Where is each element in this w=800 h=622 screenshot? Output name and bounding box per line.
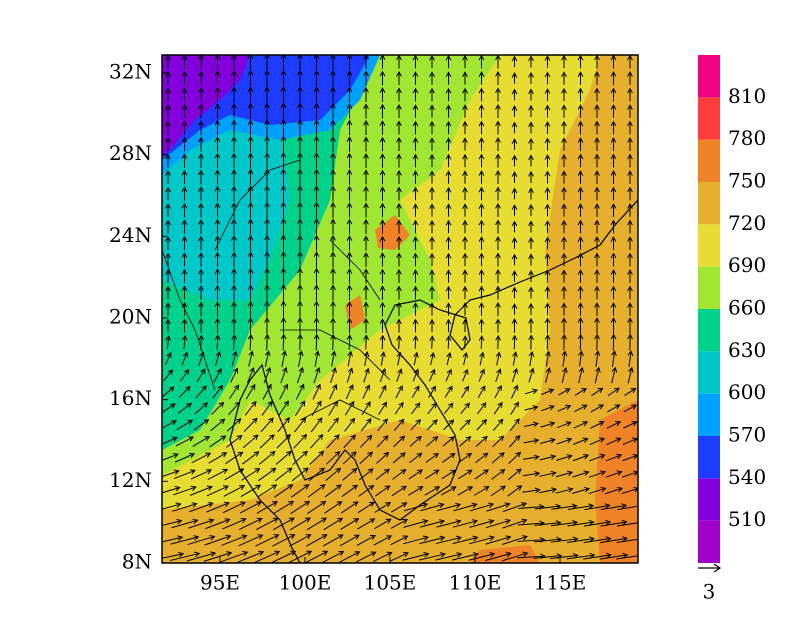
- wind-vector: [481, 336, 482, 349]
- y-tick-label: 20N: [109, 304, 152, 328]
- colorbar-bin: [698, 394, 720, 436]
- wind-vector: [333, 335, 334, 350]
- colorbar: 510 540 570 600 630 660 690 720 750 780 810: [698, 55, 766, 563]
- y-tick-label: 28N: [109, 141, 152, 165]
- colorbar-bin: [698, 97, 720, 139]
- wind-vector: [300, 335, 301, 351]
- colorbar-bin: [698, 436, 720, 478]
- reference-label: 3: [703, 580, 716, 604]
- colorbar-label: 690: [728, 253, 766, 277]
- colorbar-bin: [698, 140, 720, 182]
- colorbar-label: 810: [728, 84, 766, 108]
- wind-vector: [366, 335, 367, 349]
- colorbar-label: 720: [728, 211, 766, 235]
- colorbar-label: 780: [728, 126, 766, 150]
- wind-vector: [415, 336, 416, 349]
- colorbar-bin: [698, 309, 720, 351]
- y-tick-label: 12N: [109, 468, 152, 492]
- colorbar-bin: [698, 351, 720, 393]
- wind-vector: [382, 336, 383, 349]
- x-tick-label: 115E: [534, 571, 587, 595]
- y-tick-label: 16N: [109, 386, 152, 410]
- wind-vector: [250, 335, 251, 350]
- y-tick-label: 8N: [122, 550, 152, 574]
- x-tick-label: 110E: [449, 571, 502, 595]
- wind-vector: [267, 335, 268, 351]
- x-tick-label: 105E: [364, 571, 417, 595]
- y-tick-label: 24N: [109, 223, 152, 247]
- colorbar-label: 660: [728, 296, 766, 320]
- colorbar-bin: [698, 182, 720, 224]
- x-tick-label: 100E: [279, 571, 332, 595]
- wind-vector: [465, 336, 466, 348]
- colorbar-label: 570: [728, 423, 766, 447]
- x-tick-label: 95E: [200, 571, 240, 595]
- wind-vector: [349, 335, 350, 350]
- wind-vector-head: [639, 553, 644, 558]
- colorbar-bin: [698, 521, 720, 563]
- y-tick-label: 32N: [109, 59, 152, 83]
- wind-vector-head: [638, 520, 643, 525]
- wind-vector: [448, 336, 449, 348]
- colorbar-label: 630: [728, 338, 766, 362]
- field: [162, 55, 638, 563]
- colorbar-bin: [698, 224, 720, 266]
- colorbar-bin: [698, 55, 720, 97]
- colorbar-bin: [698, 478, 720, 520]
- wind-vector-head: [639, 537, 644, 542]
- colorbar-bin: [698, 267, 720, 309]
- wind-vector: [316, 335, 317, 351]
- wind-vector: [399, 336, 400, 349]
- wind-vector: [283, 335, 284, 351]
- wind-vector: [498, 336, 499, 349]
- colorbar-label: 540: [728, 465, 766, 489]
- colorbar-label: 600: [728, 380, 766, 404]
- colorbar-label: 750: [728, 169, 766, 193]
- colorbar-label: 510: [728, 507, 766, 531]
- wind-vector: [432, 336, 433, 348]
